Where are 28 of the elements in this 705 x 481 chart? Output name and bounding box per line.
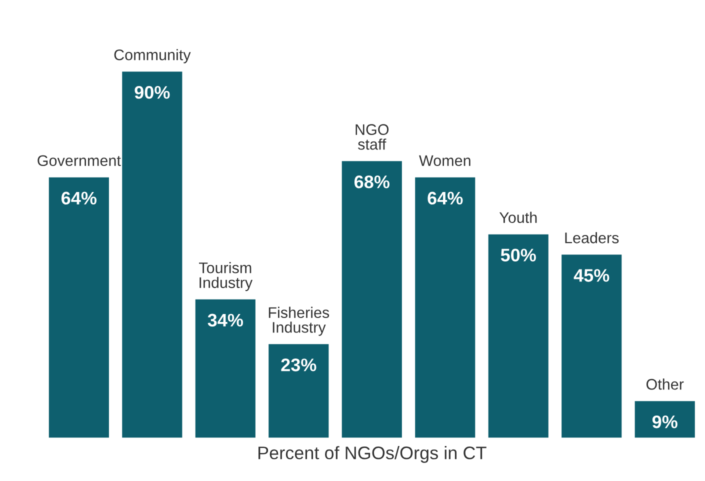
bar [48, 177, 109, 438]
x-tick-label: Government [38, 155, 121, 166]
data-label: 9% [652, 415, 678, 428]
bar [195, 299, 256, 438]
bar [634, 401, 695, 438]
x-tick-label: Other [646, 378, 684, 390]
bar [415, 177, 476, 438]
x-tick-label: Fisheries Industry [268, 306, 330, 336]
x-tick-label: Youth [499, 212, 537, 223]
bar [342, 161, 402, 438]
data-label: 34% [208, 314, 243, 327]
bar [562, 254, 622, 438]
x-tick-label: Leaders [565, 232, 619, 244]
x-tick-label: NGO staff [356, 124, 389, 150]
x-tick-label: Community [114, 49, 191, 64]
data-label: 50% [500, 248, 536, 262]
data-label: 23% [281, 358, 316, 372]
bar [122, 72, 182, 438]
x-axis-title: Percent of NGOs/Orgs in CT [258, 446, 486, 463]
data-label: 64% [62, 192, 97, 205]
bar [488, 234, 548, 438]
bar [268, 344, 329, 438]
data-label: 68% [354, 175, 390, 188]
data-label: 64% [428, 192, 463, 205]
data-label: 45% [574, 269, 610, 282]
x-tick-label: Women [419, 155, 470, 166]
x-tick-label: Tourism Industry [199, 262, 253, 292]
data-label: 90% [134, 86, 170, 99]
